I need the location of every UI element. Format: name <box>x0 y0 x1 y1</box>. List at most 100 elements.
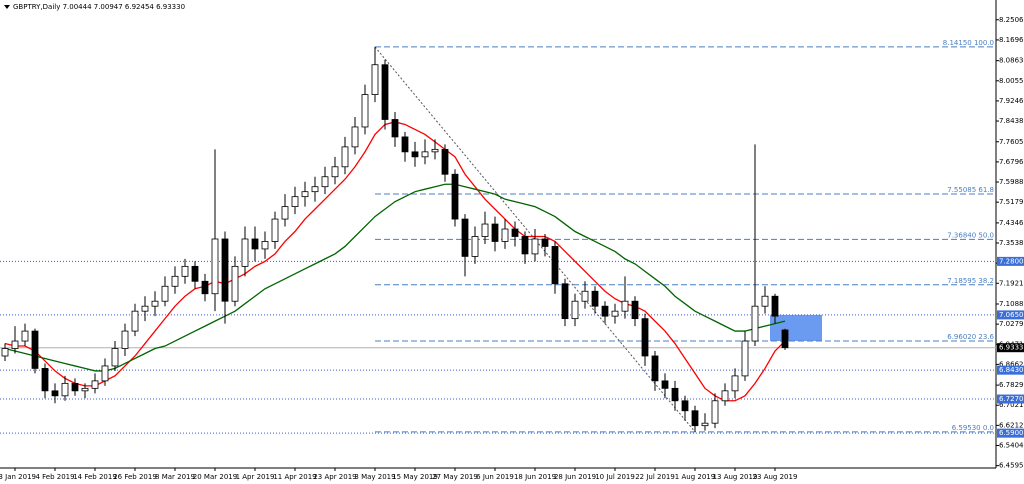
fib-label: 6.96020 23.6 <box>947 333 994 341</box>
candle-body <box>231 265 239 302</box>
level-box <box>997 256 1024 266</box>
candle-body <box>301 191 309 198</box>
candle-body <box>321 176 329 188</box>
y-tick-label: 8.25065 <box>999 16 1024 24</box>
level-box <box>997 365 1024 375</box>
y-tick-label: 7.59880 <box>999 178 1024 186</box>
y-tick-label: 7.76050 <box>999 138 1024 146</box>
candle-body <box>161 285 169 302</box>
candle-body <box>311 186 319 193</box>
candle-body <box>571 300 579 320</box>
candle-body <box>361 94 369 128</box>
level-label: 6.59000 <box>999 429 1024 437</box>
candle-body <box>521 236 529 255</box>
candle-body <box>621 300 629 312</box>
candle-body <box>21 330 29 342</box>
y-tick-label: 7.92465 <box>999 97 1024 105</box>
candle-body <box>351 126 359 148</box>
candle-body <box>611 310 619 317</box>
candle-body <box>661 380 669 389</box>
candle-body <box>511 228 519 237</box>
y-tick-label: 6.45955 <box>999 462 1024 470</box>
fib-trend <box>374 46 696 433</box>
candle-body <box>111 348 119 367</box>
candle-body <box>601 305 609 317</box>
candle-body <box>141 305 149 312</box>
candle-body <box>561 283 569 320</box>
chart-title: GBPTRY,Daily 7.00444 7.00947 6.92454 6.9… <box>13 3 185 11</box>
candle-body <box>61 382 69 397</box>
candle-body <box>371 64 379 95</box>
candle-body <box>331 166 339 178</box>
candle-body <box>51 390 59 397</box>
candle-body <box>481 223 489 237</box>
x-tick-label: 6 Jun 2019 <box>476 473 514 481</box>
candle-body <box>201 280 209 295</box>
x-tick-label: 8 Mar 2019 <box>155 473 195 481</box>
candle-body <box>41 368 49 392</box>
y-tick-label: 7.19210 <box>999 279 1024 287</box>
candle-body <box>491 223 499 242</box>
candle-body <box>421 151 429 158</box>
candle-body <box>651 355 659 382</box>
x-tick-label: 15 May 2019 <box>392 473 438 481</box>
candle-body <box>751 305 759 342</box>
last-price-label: 6.93330 <box>999 344 1024 352</box>
candle-body <box>411 151 419 158</box>
x-tick-label: 20 Mar 2019 <box>193 473 237 481</box>
level-box <box>997 394 1024 404</box>
y-tick-label: 6.70210 <box>999 401 1024 409</box>
y-tick-label: 6.62125 <box>999 421 1024 429</box>
candle-body <box>681 400 689 412</box>
candle-body <box>591 290 599 307</box>
y-tick-label: 8.08635 <box>999 57 1024 65</box>
level-box <box>997 428 1024 438</box>
y-tick-label: 8.00550 <box>999 77 1024 85</box>
level-label: 7.28000 <box>999 257 1024 265</box>
candle-body <box>71 382 79 392</box>
candle-body <box>721 390 729 402</box>
candle-body <box>211 238 219 295</box>
candle-body <box>451 173 459 220</box>
fib-label: 7.55085 61.8 <box>947 186 994 194</box>
x-tick-label: 27 May 2019 <box>432 473 478 481</box>
y-tick-label: 7.51795 <box>999 198 1024 206</box>
y-tick-label: 7.84380 <box>999 117 1024 125</box>
candle-body <box>471 236 479 257</box>
candle-body <box>731 375 739 392</box>
candle-body <box>1 348 9 357</box>
candle-body <box>91 380 99 389</box>
candle-body <box>131 310 139 332</box>
level-label: 7.06500 <box>999 311 1024 319</box>
x-tick-label: 26 Feb 2019 <box>113 473 157 481</box>
x-tick-label: 22 Jul 2019 <box>635 473 675 481</box>
y-tick-label: 7.35380 <box>999 239 1024 247</box>
level-box <box>997 310 1024 320</box>
candle-body <box>291 196 299 208</box>
candle-body <box>391 119 399 138</box>
candle-body <box>271 218 279 242</box>
candle-body <box>341 146 349 168</box>
fib-label: 6.59530 0.0 <box>952 424 994 432</box>
candle-body <box>431 148 439 153</box>
y-tick-label: 7.02795 <box>999 320 1024 328</box>
x-tick-label: 10 Jul 2019 <box>595 473 635 481</box>
candle-body <box>581 290 589 302</box>
moving-average <box>4 183 786 372</box>
fib-label: 7.36840 50.0 <box>947 231 994 239</box>
candle-body <box>671 387 679 402</box>
x-tick-label: 23 Apr 2019 <box>313 473 356 481</box>
candle-body <box>241 238 249 267</box>
candle-body <box>541 238 549 247</box>
x-tick-label: 3 May 2019 <box>354 473 395 481</box>
candle-body <box>181 265 189 277</box>
candle-body <box>531 238 539 255</box>
x-tick-label: 18 Jun 2019 <box>514 473 556 481</box>
x-tick-label: 13 Aug 2019 <box>713 473 758 481</box>
y-tick-label: 7.67965 <box>999 158 1024 166</box>
candle-body <box>701 422 709 427</box>
candle-body <box>781 329 789 349</box>
fib-label: 7.18595 38.2 <box>947 277 994 285</box>
